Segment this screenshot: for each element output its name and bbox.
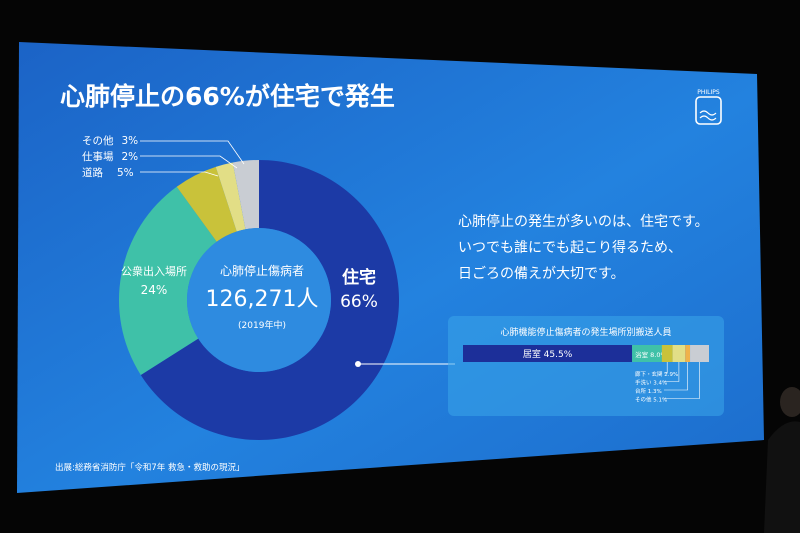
donut-center-disc bbox=[187, 228, 331, 372]
slice-label-other: その他 3% bbox=[82, 134, 138, 147]
slice-label-home-value: 66% bbox=[340, 292, 378, 312]
donut-slice-home bbox=[140, 160, 399, 441]
slide-title: 心肺停止の66%が住宅で発生 bbox=[60, 82, 395, 111]
breakdown-small-label-4: 台所 1.3% bbox=[635, 387, 662, 395]
message-line-2: いつでも誰にでも起こり得るため、 bbox=[458, 239, 682, 256]
breakdown-small-label-5: その他 5.1% bbox=[635, 396, 667, 404]
breakdown-segment-label-1: 浴室 8.0% bbox=[635, 350, 667, 359]
breakdown-leader-2 bbox=[664, 362, 668, 374]
breakdown-leader-4 bbox=[664, 362, 688, 391]
donut-chart bbox=[118, 160, 399, 441]
message-line-3: 日ごろの備えが大切です。 bbox=[458, 266, 625, 282]
slice-label-home-name: 住宅 bbox=[342, 267, 376, 288]
breakdown-segment-label-0: 居室 45.5% bbox=[523, 348, 573, 360]
breakdown-segment-5 bbox=[690, 345, 709, 362]
source-note: 出展:総務省消防庁「令和7年 救急・救助の現況」 bbox=[55, 462, 244, 473]
breakdown-small-label-3: 手洗い 3.4% bbox=[635, 379, 667, 387]
donut-slice-other bbox=[232, 160, 259, 230]
philips-shield-icon bbox=[695, 96, 722, 125]
slice-label-road: 道路 5% bbox=[82, 166, 134, 179]
breakdown-leader-3 bbox=[664, 362, 680, 382]
breakdown-segment-0 bbox=[463, 345, 633, 362]
philips-logo: PHILIPS bbox=[695, 89, 722, 125]
philips-logo-text: PHILIPS bbox=[697, 89, 720, 96]
slice-label-public-name: 公衆出入場所 bbox=[121, 264, 187, 278]
slice-label-public-value: 24% bbox=[141, 283, 168, 297]
breakdown-segment-3 bbox=[672, 345, 686, 362]
breakdown-segment-4 bbox=[685, 345, 691, 362]
breakdown-panel bbox=[448, 316, 724, 416]
slice-label-work: 仕事場 2% bbox=[82, 150, 138, 163]
donut-center-label: 心肺停止傷病者 bbox=[220, 263, 304, 278]
breakdown-title: 心肺機能停止傷病者の発生場所別搬送人員 bbox=[500, 326, 671, 338]
stacked-bar: 居室 45.5% 浴室 8.0% 廊下・玄関 2.9%手洗い 3.4%台所 1.3%… bbox=[463, 345, 709, 404]
breakdown-small-label-2: 廊下・玄関 2.9% bbox=[635, 370, 678, 378]
leader-lines bbox=[140, 140, 245, 177]
presenter-silhouette bbox=[764, 387, 800, 533]
connector-line bbox=[355, 361, 455, 367]
donut-slice-public bbox=[118, 186, 217, 376]
breakdown-leader-5 bbox=[664, 362, 700, 399]
breakdown-segment-2 bbox=[661, 345, 673, 362]
donut-center-note: (2019年中) bbox=[238, 319, 286, 331]
breakdown-segment-1 bbox=[632, 345, 662, 362]
donut-slice-road bbox=[176, 166, 237, 242]
donut-center-value: 126,271人 bbox=[206, 287, 319, 312]
donut-slice-work bbox=[215, 162, 246, 232]
message-line-1: 心肺停止の発生が多いのは、住宅です。 bbox=[458, 213, 709, 230]
